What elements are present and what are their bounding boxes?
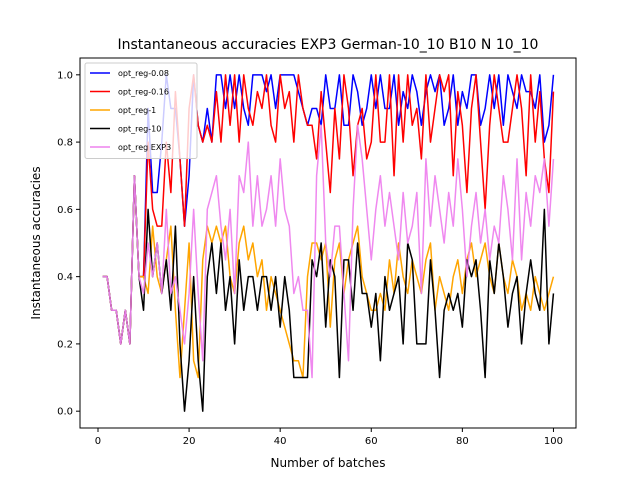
- y-tick-label: 0.4: [57, 272, 73, 283]
- series-line-5: [102, 124, 555, 379]
- y-tick-label: 0.6: [57, 205, 73, 216]
- chart-title: Instantaneous accuracies EXP3 German-10_…: [118, 37, 539, 53]
- y-axis-label: Instantaneous accuracies: [29, 166, 43, 319]
- x-tick-label: 20: [183, 436, 196, 447]
- legend-entry-label: opt_reg-0.08: [118, 69, 169, 78]
- x-tick-label: 40: [274, 436, 287, 447]
- legend-box: [84, 62, 198, 159]
- y-tick-label: 0.2: [57, 339, 73, 350]
- legend: opt_reg-0.08 opt_reg-0.16 opt_reg-1 opt_reg…: [84, 62, 198, 159]
- series-line-4: [102, 174, 555, 412]
- legend-entry-label: opt_reg-0.16: [118, 88, 169, 97]
- x-tick-label: 0: [95, 436, 101, 447]
- y-tick-label: 1.0: [57, 70, 73, 81]
- legend-entry-label: opt_reg-1: [118, 106, 156, 115]
- plot-frame: [79, 57, 577, 429]
- legend-entry-label: opt_reg EXP3: [118, 143, 171, 152]
- x-tick-label: 60: [365, 436, 378, 447]
- y-tick-label: 0.0: [57, 407, 73, 418]
- x-tick-label: 80: [456, 436, 469, 447]
- x-tick-label: 100: [544, 436, 563, 447]
- x-axis-label: Number of batches: [271, 456, 386, 470]
- x-axis: 0 20 40 60 80 100: [95, 428, 563, 447]
- y-axis: 0.0 0.2 0.4 0.6 0.8 1.0: [57, 70, 80, 418]
- y-tick-label: 0.8: [57, 138, 73, 149]
- legend-entry-label: opt_reg-10: [118, 125, 161, 134]
